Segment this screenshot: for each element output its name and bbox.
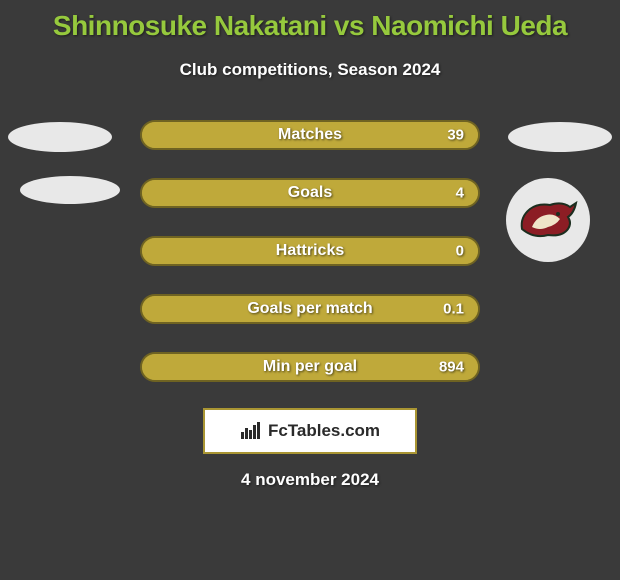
brand-label: FcTables.com bbox=[268, 421, 380, 441]
stat-rows: Matches 39 Goals 4 Hattricks 0 Goals per… bbox=[140, 120, 480, 382]
stat-value: 39 bbox=[447, 127, 464, 144]
stat-label: Goals bbox=[288, 184, 332, 202]
stat-label: Hattricks bbox=[276, 242, 344, 260]
stat-value: 894 bbox=[439, 359, 464, 376]
date-label: 4 november 2024 bbox=[0, 470, 620, 490]
stat-label: Min per goal bbox=[263, 358, 357, 376]
stat-label: Goals per match bbox=[247, 300, 372, 318]
stat-value: 0.1 bbox=[443, 301, 464, 318]
team-logo-right bbox=[506, 178, 590, 262]
stat-row-goals: Goals 4 bbox=[140, 178, 480, 208]
bar-chart-icon bbox=[240, 422, 262, 440]
brand-box: FcTables.com bbox=[203, 408, 417, 454]
page-title: Shinnosuke Nakatani vs Naomichi Ueda bbox=[0, 0, 620, 42]
player-left-badge-2 bbox=[20, 176, 120, 204]
stat-row-goals-per-match: Goals per match 0.1 bbox=[140, 294, 480, 324]
stat-row-hattricks: Hattricks 0 bbox=[140, 236, 480, 266]
stat-label: Matches bbox=[278, 126, 342, 144]
subtitle: Club competitions, Season 2024 bbox=[0, 60, 620, 80]
coyote-icon bbox=[518, 199, 578, 241]
stat-value: 0 bbox=[456, 243, 464, 260]
stat-row-min-per-goal: Min per goal 894 bbox=[140, 352, 480, 382]
player-left-badge-1 bbox=[8, 122, 112, 152]
player-right-badge-1 bbox=[508, 122, 612, 152]
stat-value: 4 bbox=[456, 185, 464, 202]
stat-row-matches: Matches 39 bbox=[140, 120, 480, 150]
